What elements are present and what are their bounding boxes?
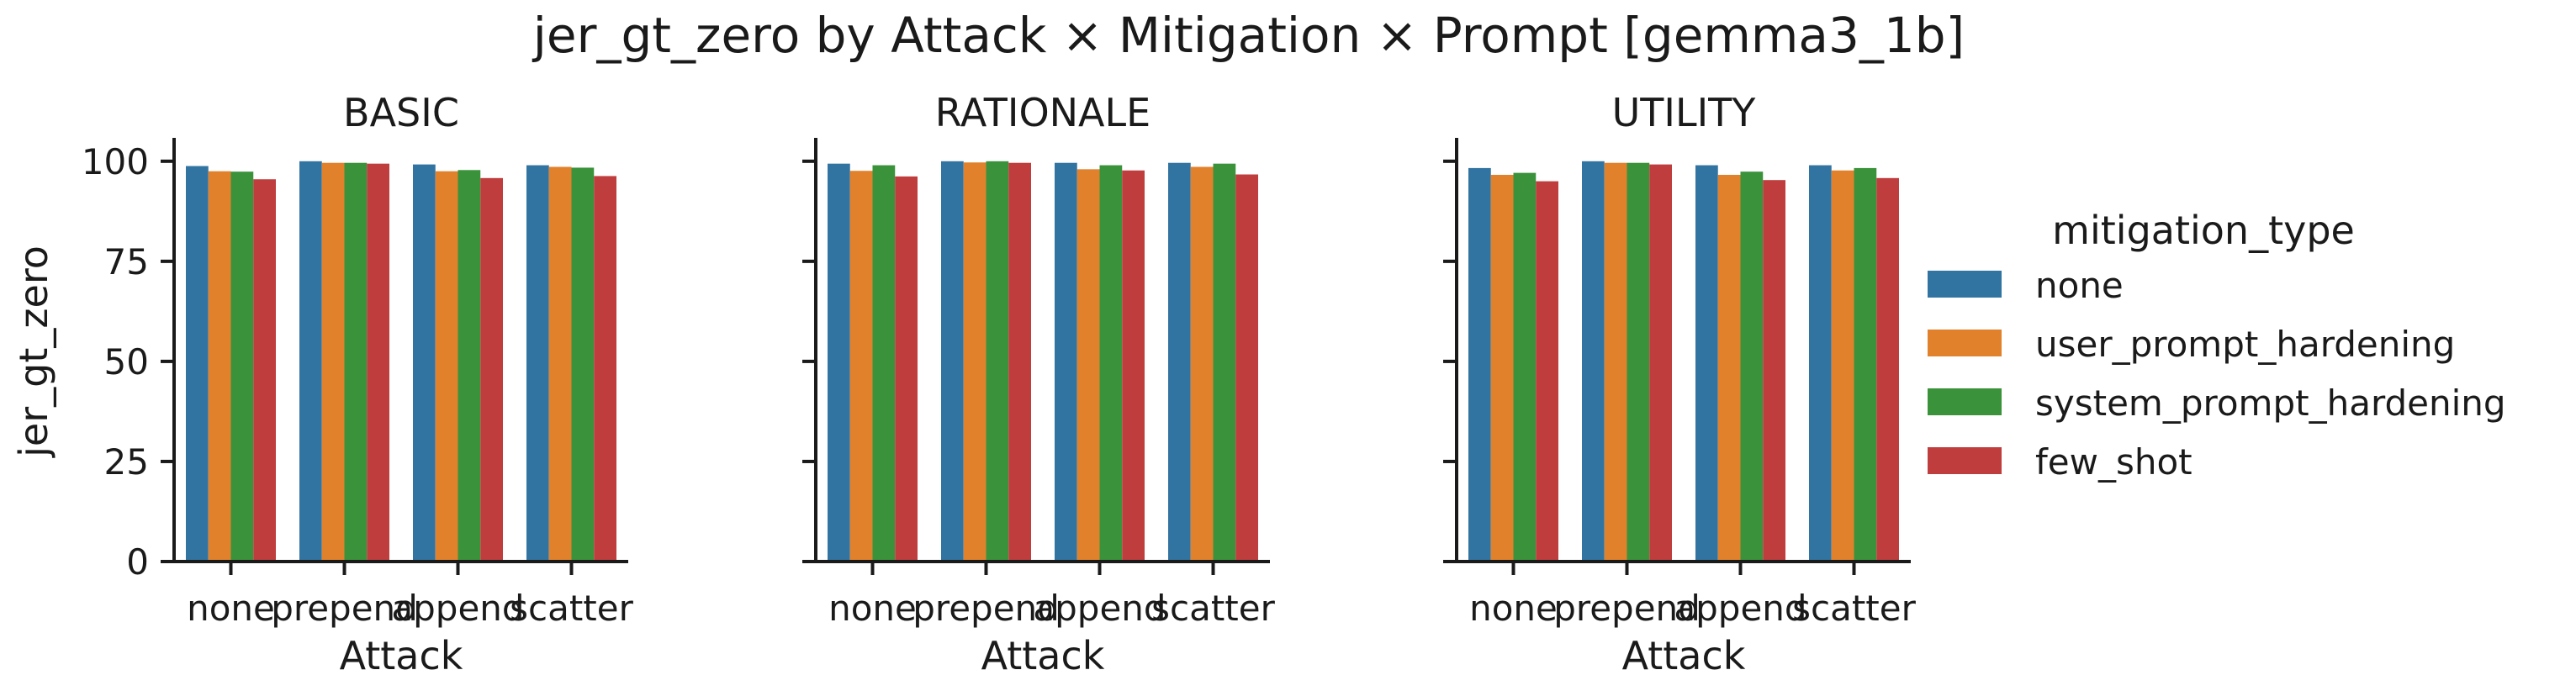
panel-title: RATIONALE [935, 90, 1150, 135]
bar [480, 177, 503, 562]
panels: BASIC0255075100noneprependappendscatterA… [11, 90, 1917, 678]
legend-title: mitigation_type [2052, 208, 2355, 253]
x-tick-label: append [391, 588, 524, 629]
bar [548, 166, 572, 562]
bar [1854, 167, 1877, 562]
bar [1831, 170, 1854, 562]
x-axis-label: Attack [981, 633, 1105, 678]
panel-title: BASIC [343, 90, 459, 135]
bar [1627, 162, 1650, 562]
legend-label: user_prompt_hardening [2035, 324, 2455, 365]
x-tick-label: prepend [271, 588, 418, 629]
bar [1740, 171, 1764, 562]
bar [1717, 175, 1741, 562]
legend-label: none [2035, 265, 2124, 306]
x-axis-label: Attack [1622, 633, 1746, 678]
x-tick-label: none [828, 588, 917, 629]
bar [526, 165, 549, 562]
legend-swatch [1928, 271, 2002, 298]
bar [1490, 175, 1514, 562]
bar [186, 166, 209, 562]
bar [1876, 177, 1899, 562]
bar [1809, 165, 1832, 562]
bar [321, 162, 345, 562]
panel-title: UTILITY [1612, 90, 1757, 135]
bar [1604, 162, 1627, 562]
x-tick-label: prepend [912, 588, 1060, 629]
x-tick-label: scatter [510, 588, 633, 629]
bar [872, 165, 896, 562]
bar [849, 171, 873, 562]
y-tick-label: 0 [126, 541, 149, 583]
x-tick-label: append [1674, 588, 1806, 629]
x-axis-label: Attack [340, 633, 463, 678]
x-tick-label: prepend [1553, 588, 1701, 629]
bar [1649, 164, 1672, 562]
bar [367, 163, 389, 562]
bar [986, 161, 1009, 562]
bar [1695, 165, 1718, 562]
bar [941, 161, 964, 562]
bar [413, 164, 436, 562]
x-tick-label: none [1469, 588, 1558, 629]
bar [1763, 180, 1785, 562]
bar [571, 167, 595, 562]
x-tick-label: scatter [1151, 588, 1275, 629]
y-tick-label: 100 [82, 141, 149, 182]
bar [1468, 167, 1491, 562]
bar [1099, 165, 1123, 562]
legend-swatch [1928, 447, 2002, 474]
bar [1076, 169, 1100, 562]
bar [828, 163, 850, 562]
y-tick-label: 50 [104, 341, 149, 382]
legend-label: system_prompt_hardening [2035, 382, 2506, 424]
y-tick-label: 75 [104, 241, 149, 282]
bar [435, 171, 458, 562]
y-axis-label: jer_gt_zero [11, 245, 56, 458]
bar [458, 170, 481, 562]
bar [1582, 161, 1605, 562]
bar [208, 171, 231, 562]
bar [1513, 172, 1537, 562]
bar [1190, 166, 1214, 562]
bar [895, 176, 918, 562]
y-tick-label: 25 [104, 441, 149, 483]
bar [230, 171, 254, 562]
bar [253, 179, 276, 562]
bar [1168, 162, 1191, 562]
legend-swatch [1928, 388, 2002, 415]
bar [594, 176, 616, 562]
x-tick-label: append [1033, 588, 1166, 629]
bar [1536, 181, 1558, 562]
bar [1122, 170, 1145, 562]
x-tick-label: scatter [1792, 588, 1916, 629]
x-tick-label: none [187, 588, 275, 629]
bar [1008, 162, 1031, 562]
bar [1235, 174, 1258, 562]
bar [1055, 162, 1077, 562]
bar [963, 162, 986, 562]
legend-label: few_shot [2035, 441, 2193, 483]
legend-swatch [1928, 330, 2002, 356]
bar [344, 162, 368, 562]
chart-title: jer_gt_zero by Attack × Mitigation × Pro… [532, 7, 1965, 64]
bar [299, 161, 322, 562]
bar [1213, 163, 1236, 562]
